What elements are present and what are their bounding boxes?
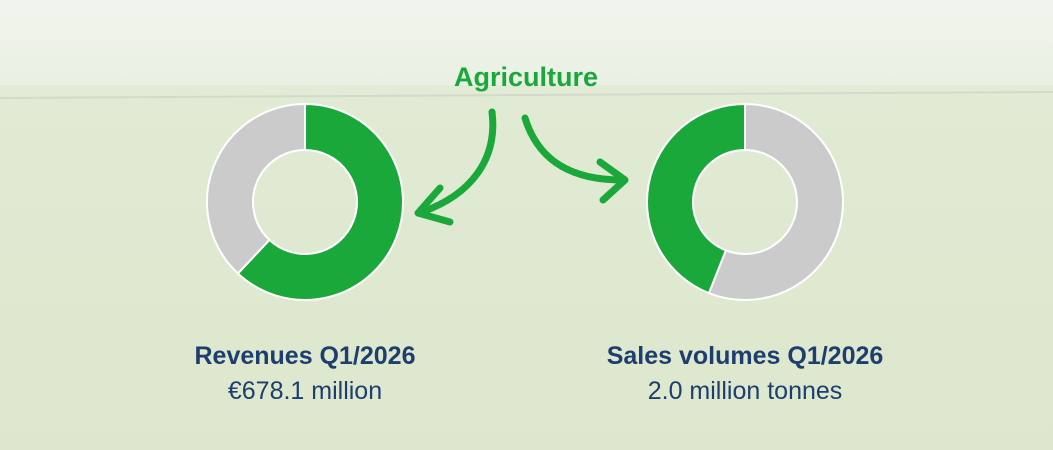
chart-title: Sales volumes Q1/2026 (607, 342, 884, 370)
chart-title: Revenues Q1/2026 (195, 342, 416, 370)
field (0, 85, 1053, 450)
page: Agriculture Revenues Q1/2026 €678.1 milli… (0, 0, 1053, 450)
header: Agriculture (454, 62, 598, 92)
slide: Agriculture Revenues Q1/2026 €678.1 milli… (0, 0, 1053, 450)
chart-subtitle: €678.1 million (228, 377, 382, 405)
chart-subtitle: 2.0 million tonnes (648, 377, 843, 405)
